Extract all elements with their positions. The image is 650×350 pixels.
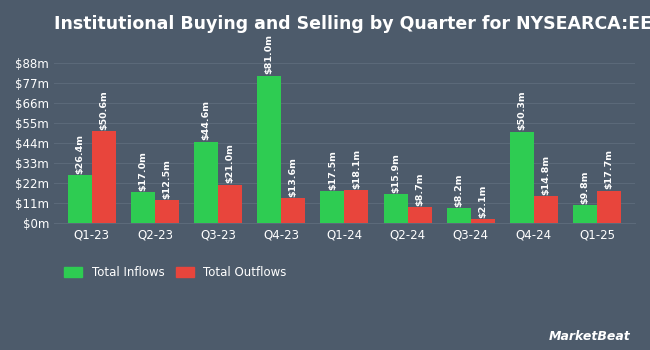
- Text: $2.1m: $2.1m: [478, 184, 488, 218]
- Bar: [534, 196, 558, 223]
- Text: $17.7m: $17.7m: [604, 149, 614, 189]
- Bar: [597, 191, 621, 223]
- Text: $15.9m: $15.9m: [391, 153, 400, 193]
- Text: $26.4m: $26.4m: [75, 134, 84, 174]
- Bar: [155, 201, 179, 223]
- Text: $18.1m: $18.1m: [352, 149, 361, 189]
- Text: $14.8m: $14.8m: [541, 155, 551, 195]
- Text: $8.7m: $8.7m: [415, 172, 424, 206]
- Text: $8.2m: $8.2m: [454, 173, 463, 207]
- Text: $81.0m: $81.0m: [265, 34, 274, 74]
- Bar: [344, 190, 369, 223]
- Text: $21.0m: $21.0m: [226, 144, 235, 183]
- Bar: [92, 131, 116, 223]
- Bar: [573, 205, 597, 223]
- Text: $9.8m: $9.8m: [580, 170, 590, 204]
- Text: $17.5m: $17.5m: [328, 150, 337, 190]
- Bar: [68, 175, 92, 223]
- Bar: [447, 208, 471, 223]
- Text: $12.5m: $12.5m: [162, 159, 172, 199]
- Text: $50.3m: $50.3m: [517, 91, 526, 130]
- Bar: [510, 132, 534, 223]
- Text: $50.6m: $50.6m: [99, 90, 109, 130]
- Bar: [384, 194, 408, 223]
- Text: MarketBeat: MarketBeat: [549, 330, 630, 343]
- Bar: [131, 192, 155, 223]
- Bar: [471, 219, 495, 223]
- Bar: [257, 76, 281, 223]
- Text: $44.6m: $44.6m: [202, 100, 211, 140]
- Bar: [320, 191, 344, 223]
- Bar: [281, 198, 306, 223]
- Text: Institutional Buying and Selling by Quarter for NYSEARCA:EELV: Institutional Buying and Selling by Quar…: [54, 15, 650, 33]
- Text: $17.0m: $17.0m: [138, 151, 148, 191]
- Bar: [194, 142, 218, 223]
- Legend: Total Inflows, Total Outflows: Total Inflows, Total Outflows: [60, 261, 291, 284]
- Text: $13.6m: $13.6m: [289, 157, 298, 197]
- Bar: [218, 185, 242, 223]
- Bar: [408, 207, 432, 223]
